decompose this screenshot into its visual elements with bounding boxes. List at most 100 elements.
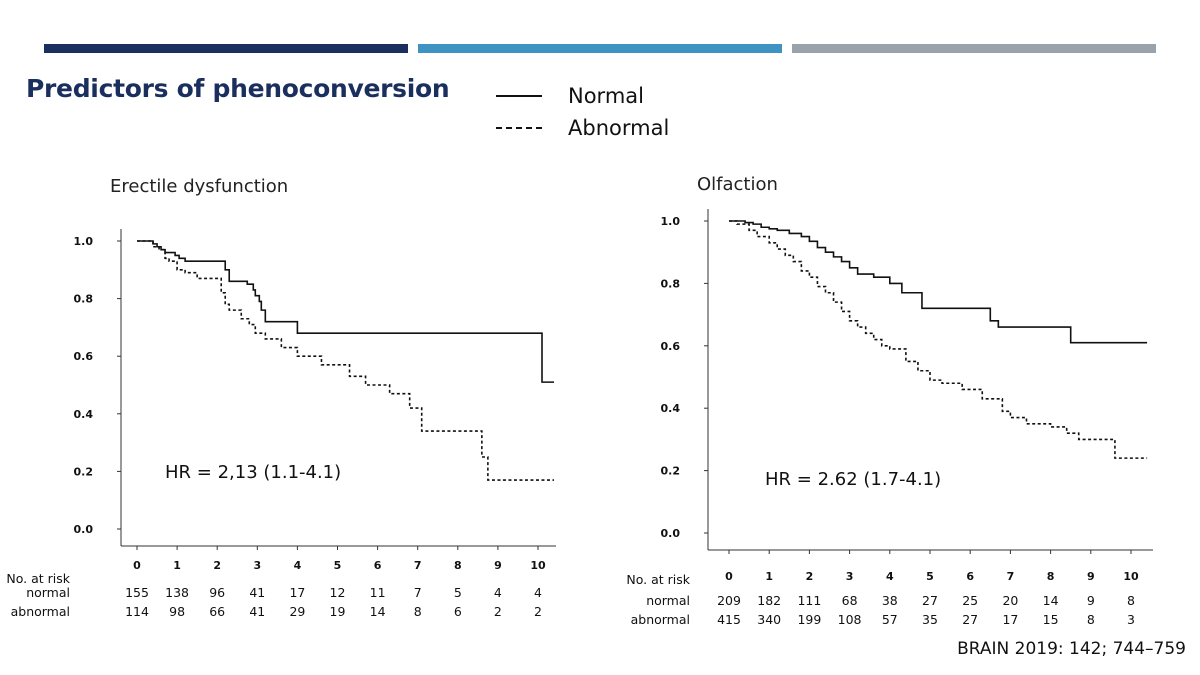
y-tick-label-olfaction: 0.6 [661,340,681,353]
x-tick-label-olfaction: 10 [1123,570,1139,583]
x-tick-label-erectile: 8 [454,559,462,572]
x-tick-label-erectile: 6 [374,559,382,572]
risk-cell-olfaction: 20 [1002,593,1018,608]
legend-solid-line-swatch [496,95,542,97]
legend-dashed-line-swatch [496,127,542,129]
x-tick-label-erectile: 2 [213,559,221,572]
header-bar-mid [418,44,782,53]
x-tick-label-erectile: 0 [133,559,141,572]
risk-cell-olfaction: 8 [1087,612,1095,627]
risk-cell-olfaction: 27 [922,593,938,608]
risk-cell-erectile: 2 [494,604,502,619]
risk-cell-olfaction: 415 [717,612,741,627]
page-title: Predictors of phenoconversion [26,74,450,103]
risk-cell-olfaction: 38 [882,593,898,608]
risk-cell-erectile: 2 [534,604,542,619]
x-tick-label-olfaction: 7 [1007,570,1015,583]
risk-cell-olfaction: 8 [1127,593,1135,608]
legend-label-abnormal: Abnormal [568,116,670,140]
risk-cell-olfaction: 14 [1043,593,1059,608]
risk-cell-erectile: 14 [370,604,386,619]
hr-annotation-olfaction: HR = 2.62 (1.7-4.1) [765,469,941,490]
risk-cell-olfaction: 15 [1043,612,1059,627]
x-tick-label-olfaction: 0 [725,570,733,583]
y-tick-label-olfaction: 0.4 [661,402,681,415]
series-abnormal-erectile [137,240,555,481]
x-tick-label-olfaction: 8 [1047,570,1055,583]
risk-cell-olfaction: 340 [757,612,781,627]
risk-cell-erectile: 114 [125,604,149,619]
y-tick-label-erectile: 1.0 [74,235,94,248]
risk-cell-erectile: 17 [289,585,305,600]
x-tick-label-erectile: 5 [334,559,342,572]
legend-item-abnormal: Abnormal [496,112,669,144]
risk-cell-erectile: 66 [209,604,225,619]
series-abnormal-olfaction [729,220,1148,459]
x-tick-label-erectile: 9 [494,559,502,572]
y-tick-label-olfaction: 0.0 [661,527,681,540]
risk-cell-erectile: 8 [414,604,422,619]
y-tick-label-erectile: 0.4 [74,408,94,421]
y-tick-label-olfaction: 0.8 [661,277,681,290]
x-tick-label-erectile: 1 [173,559,181,572]
chart-title-erectile: Erectile dysfunction [110,176,289,197]
risk-cell-erectile: 6 [454,604,462,619]
risk-cell-erectile: 19 [330,604,346,619]
risk-cell-olfaction: 182 [757,593,781,608]
legend-item-normal: Normal [496,80,669,112]
header-bar-light [792,44,1156,53]
risk-cell-olfaction: 199 [797,612,821,627]
risk-cell-erectile: 5 [454,585,462,600]
x-tick-label-erectile: 10 [530,559,546,572]
legend: Normal Abnormal [496,80,669,144]
risk-cell-erectile: 155 [125,585,149,600]
risk-table-header-olfaction: No. at risk [626,572,690,587]
risk-cell-olfaction: 35 [922,612,938,627]
risk-cell-olfaction: 27 [962,612,978,627]
x-tick-label-erectile: 4 [294,559,302,572]
y-tick-label-erectile: 0.0 [74,523,94,536]
x-tick-label-olfaction: 5 [926,570,934,583]
risk-cell-erectile: 138 [165,585,189,600]
y-tick-label-olfaction: 0.2 [661,465,681,478]
y-tick-label-olfaction: 1.0 [661,215,681,228]
risk-cell-olfaction: 68 [842,593,858,608]
series-normal-olfaction [729,220,1148,344]
risk-cell-olfaction: 17 [1002,612,1018,627]
risk-cell-olfaction: 57 [882,612,898,627]
chart-title-olfaction: Olfaction [697,174,778,195]
risk-cell-olfaction: 111 [797,593,821,608]
citation: BRAIN 2019: 142; 744–759 [957,639,1186,659]
risk-row-label-olfaction: normal [646,593,690,608]
risk-cell-erectile: 11 [370,585,386,600]
x-tick-label-erectile: 7 [414,559,422,572]
risk-cell-olfaction: 3 [1127,612,1135,627]
risk-cell-erectile: 96 [209,585,225,600]
risk-cell-erectile: 29 [289,604,305,619]
y-tick-label-erectile: 0.6 [74,350,94,363]
x-tick-label-olfaction: 6 [966,570,974,583]
series-normal-erectile [137,240,555,383]
risk-cell-olfaction: 25 [962,593,978,608]
risk-cell-erectile: 4 [534,585,542,600]
risk-row-label-erectile: normal [26,585,70,600]
legend-label-normal: Normal [568,84,644,108]
risk-cell-erectile: 41 [249,585,265,600]
x-tick-label-olfaction: 2 [806,570,814,583]
header-bar-dark [44,44,408,53]
hr-annotation-erectile: HR = 2,13 (1.1-4.1) [165,462,341,483]
x-tick-label-olfaction: 3 [846,570,854,583]
x-tick-label-olfaction: 4 [886,570,894,583]
risk-row-label-erectile: abnormal [11,604,70,619]
risk-cell-erectile: 98 [169,604,185,619]
risk-cell-olfaction: 9 [1087,593,1095,608]
risk-cell-olfaction: 108 [838,612,862,627]
risk-cell-olfaction: 209 [717,593,741,608]
risk-cell-erectile: 41 [249,604,265,619]
y-tick-label-erectile: 0.8 [74,293,94,306]
y-tick-label-erectile: 0.2 [74,465,94,478]
risk-cell-erectile: 7 [414,585,422,600]
risk-row-label-olfaction: abnormal [631,612,690,627]
risk-cell-erectile: 4 [494,585,502,600]
